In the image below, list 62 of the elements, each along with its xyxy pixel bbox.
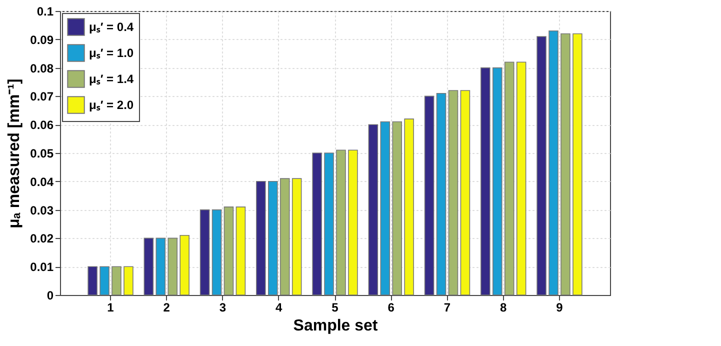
x-tick-label: 9 (556, 300, 564, 314)
bar (404, 118, 414, 296)
bar (156, 238, 166, 296)
y-tick-label: 0.08 (30, 61, 54, 76)
y-tick-label: 0.03 (30, 203, 54, 218)
bar (256, 181, 266, 296)
bar (200, 209, 210, 296)
bar (448, 90, 458, 296)
y-tick-label: 0.05 (30, 146, 54, 160)
y-tick-label: 0.1 (36, 4, 54, 18)
bar (436, 92, 446, 296)
bar (548, 30, 558, 296)
y-tick-label: 0 (46, 288, 54, 302)
legend-label: μₛ′ = 1.4 (89, 72, 134, 86)
y-tick-label: 0.06 (30, 118, 54, 132)
legend-label: μₛ′ = 2.0 (89, 98, 134, 112)
bar (560, 33, 570, 296)
bar (280, 178, 290, 296)
bar (124, 266, 134, 296)
bar (292, 178, 302, 296)
bar (236, 206, 246, 296)
x-tick-label: 2 (163, 300, 170, 314)
bar (212, 209, 222, 296)
bar (336, 150, 346, 296)
legend-label: μₛ′ = 1.0 (89, 46, 134, 60)
y-tick-label: 0.01 (30, 260, 54, 274)
bar (224, 206, 234, 296)
x-tick-label: 1 (107, 300, 114, 314)
bar (536, 36, 546, 296)
bar (368, 124, 378, 296)
x-tick-label: 4 (276, 300, 283, 314)
bar (348, 150, 358, 296)
bar (424, 96, 434, 296)
bar (516, 62, 526, 296)
y-tick-label: 0.07 (30, 90, 54, 104)
y-tick-label: 0.04 (30, 174, 54, 189)
x-axis-title: Sample set (293, 318, 378, 334)
legend-label: μₛ′ = 0.4 (89, 20, 134, 34)
x-tick-label: 3 (219, 300, 226, 314)
bar (380, 121, 390, 296)
bar (88, 266, 98, 296)
bar (168, 238, 178, 296)
x-tick-label: 7 (444, 300, 451, 314)
bar (480, 67, 490, 296)
bar (324, 152, 334, 296)
bar (492, 67, 502, 296)
y-tick-label: 0.09 (30, 32, 54, 47)
x-tick-label: 8 (500, 300, 508, 314)
bar (460, 90, 470, 296)
bar (504, 62, 514, 296)
y-axis-title: μₐ measured [mm⁻¹] (6, 78, 24, 228)
bar (180, 234, 190, 296)
y-tick-label: 0.02 (30, 232, 54, 246)
x-tick-label: 6 (388, 300, 395, 314)
bar (392, 121, 402, 296)
x-tick-label: 5 (332, 300, 339, 314)
bar (312, 152, 322, 296)
bar (100, 266, 110, 296)
bar (112, 266, 122, 296)
bar (268, 181, 278, 296)
bar (572, 33, 582, 296)
bar (144, 238, 154, 296)
